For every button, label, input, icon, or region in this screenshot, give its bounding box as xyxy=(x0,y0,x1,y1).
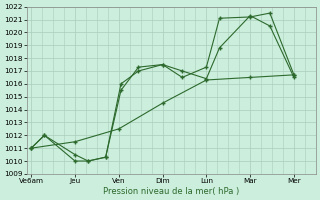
X-axis label: Pression niveau de la mer( hPa ): Pression niveau de la mer( hPa ) xyxy=(103,187,239,196)
